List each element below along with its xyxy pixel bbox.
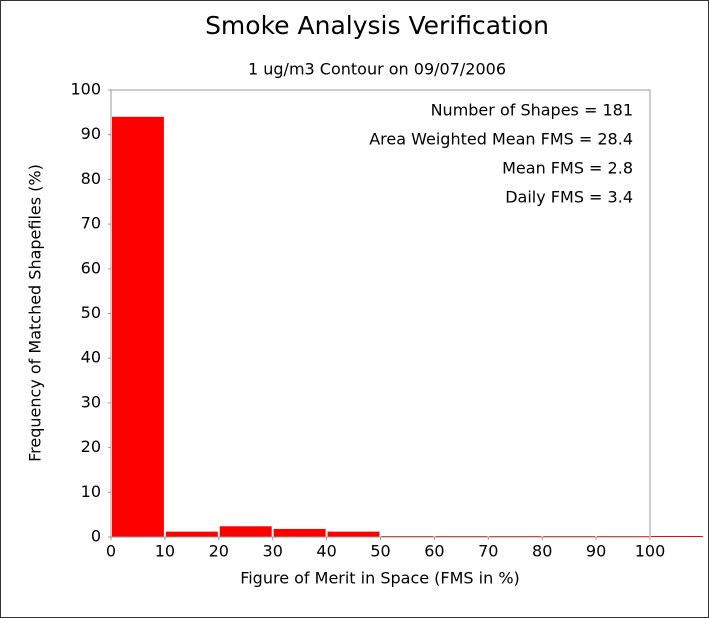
y-tick-label: 80	[81, 169, 101, 188]
annotation: Daily FMS = 3.4	[505, 188, 633, 207]
y-tick-label: 40	[81, 348, 101, 367]
y-tick-label: 10	[81, 482, 101, 501]
chart-subtitle: 1 ug/m3 Contour on 09/07/2006	[248, 60, 506, 79]
y-tick-label: 60	[81, 258, 101, 277]
bar	[273, 528, 326, 537]
y-tick-label: 50	[81, 303, 101, 322]
bar	[165, 531, 218, 537]
x-tick-label: 60	[424, 542, 444, 561]
bar	[112, 116, 164, 537]
x-tick-label: 20	[209, 542, 229, 561]
y-tick-label: 90	[81, 124, 101, 143]
chart-title: Smoke Analysis Verification	[205, 11, 549, 40]
x-tick-label: 80	[532, 542, 552, 561]
x-tick-label: 50	[370, 542, 390, 561]
y-tick-label: 20	[81, 437, 101, 456]
annotation: Mean FMS = 2.8	[502, 159, 633, 178]
x-tick-label: 70	[478, 542, 498, 561]
x-tick-label: 10	[155, 542, 175, 561]
y-tick-label: 100	[70, 80, 101, 99]
annotation: Number of Shapes = 181	[431, 101, 633, 120]
y-axis-label: Frequency of Matched Shapefiles (%)	[26, 164, 45, 462]
y-tick-label: 70	[81, 214, 101, 233]
x-tick-label: 90	[586, 542, 606, 561]
x-tick-label: 100	[635, 542, 666, 561]
bar	[219, 526, 272, 537]
bar	[327, 531, 380, 537]
x-tick-label: 0	[106, 542, 116, 561]
y-tick-label: 0	[91, 527, 101, 546]
y-tick-label: 30	[81, 392, 101, 411]
x-axis-label: Figure of Merit in Space (FMS in %)	[240, 569, 520, 588]
bar	[651, 536, 703, 537]
x-tick-label: 30	[263, 542, 283, 561]
annotation: Area Weighted Mean FMS = 28.4	[369, 130, 633, 149]
x-tick-label: 40	[316, 542, 336, 561]
